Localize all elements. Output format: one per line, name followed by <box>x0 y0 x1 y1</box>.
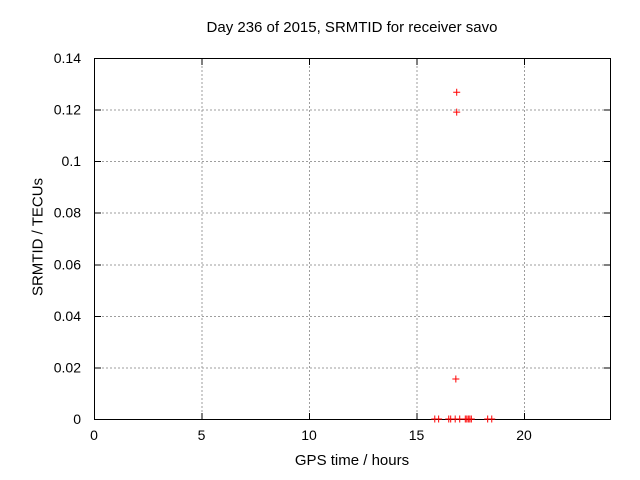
y-tick-label: 0.02 <box>54 359 81 375</box>
x-tick-label: 15 <box>409 427 425 443</box>
x-tick-label: 5 <box>198 427 206 443</box>
x-tick-label: 20 <box>516 427 532 443</box>
y-tick-label: 0.04 <box>54 308 81 324</box>
x-tick-label: 0 <box>90 427 98 443</box>
data-point-plus <box>453 108 461 116</box>
y-tick-label: 0.08 <box>54 205 81 221</box>
data-point-plus <box>453 88 461 96</box>
data-point-plus <box>467 415 475 423</box>
y-tick-label: 0.1 <box>62 153 82 169</box>
x-tick-label: 10 <box>301 427 317 443</box>
data-point-plus <box>488 415 496 423</box>
x-axis-title: GPS time / hours <box>294 452 410 469</box>
y-tick-label: 0.06 <box>54 256 81 272</box>
data-point-plus <box>435 415 443 423</box>
y-tick-label: 0.12 <box>54 102 81 118</box>
chart-title: Day 236 of 2015, SRMTID for receiver sav… <box>206 19 498 36</box>
y-tick-label: 0.14 <box>54 50 81 66</box>
plot-border <box>94 58 611 420</box>
y-tick-label: 0 <box>73 411 81 427</box>
data-point-plus <box>452 375 460 383</box>
